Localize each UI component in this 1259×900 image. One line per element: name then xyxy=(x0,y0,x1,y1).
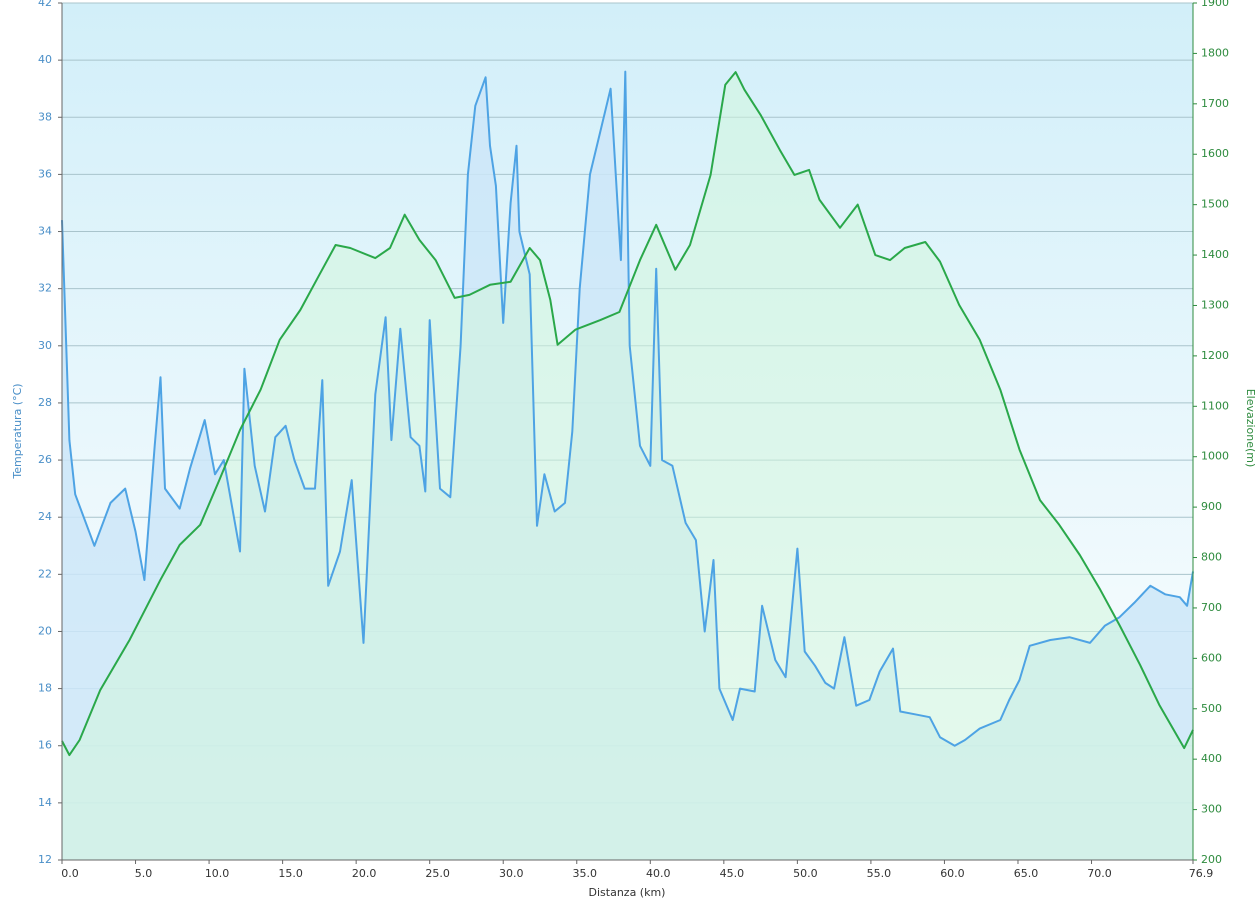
y2-tick-label: 200 xyxy=(1201,853,1222,866)
y-tick-label: 30 xyxy=(38,339,52,352)
y2-tick-label: 700 xyxy=(1201,601,1222,614)
y-tick-label: 14 xyxy=(38,796,52,809)
y2-tick-label: 1300 xyxy=(1201,298,1229,311)
y-tick-label: 36 xyxy=(38,167,52,180)
x-tick-label: 60.0 xyxy=(940,867,965,880)
y-tick-label: 40 xyxy=(38,53,52,66)
line xyxy=(61,71,1194,757)
y2-tick-label: 300 xyxy=(1201,803,1222,816)
y-tick-label: 16 xyxy=(38,739,52,752)
x-tick-label: 10.0 xyxy=(205,867,230,880)
x-tick-label: 76.9 xyxy=(1189,867,1214,880)
y-tick-label: 32 xyxy=(38,282,52,295)
y2-tick-label: 1500 xyxy=(1201,198,1229,211)
y-tick-label: 28 xyxy=(38,396,52,409)
line xyxy=(61,70,1194,747)
y2-tick-label: 1400 xyxy=(1201,248,1229,261)
x-tick-label: 30.0 xyxy=(499,867,524,880)
y-tick-label: 22 xyxy=(38,567,52,580)
x-tick-label: 40.0 xyxy=(646,867,671,880)
x-axis-title: Distanza (km) xyxy=(589,886,666,899)
y2-tick-label: 500 xyxy=(1201,702,1222,715)
x-tick-label: 5.0 xyxy=(135,867,153,880)
y-tick-label: 18 xyxy=(38,682,52,695)
y2-tick-label: 900 xyxy=(1201,500,1222,513)
x-tick-label: 70.0 xyxy=(1087,867,1112,880)
y2-axis-title: Elevazione(m) xyxy=(1244,389,1257,468)
x-tick-label: 45.0 xyxy=(720,867,745,880)
y2-tick-label: 1200 xyxy=(1201,349,1229,362)
y2-tick-label: 1600 xyxy=(1201,147,1229,160)
y2-tick-label: 600 xyxy=(1201,651,1222,664)
y2-tick-label: 1100 xyxy=(1201,399,1229,412)
y-tick-label: 24 xyxy=(38,510,52,523)
y-axis-title: Temperatura (°C) xyxy=(11,383,24,479)
y-tick-label: 20 xyxy=(38,624,52,637)
x-tick-label: 20.0 xyxy=(352,867,377,880)
x-tick-label: 25.0 xyxy=(425,867,450,880)
x-tick-label: 0.0 xyxy=(61,867,79,880)
y2-tick-label: 1900 xyxy=(1201,0,1229,9)
x-tick-label: 50.0 xyxy=(793,867,818,880)
y-tick-label: 42 xyxy=(38,0,52,9)
y2-tick-label: 800 xyxy=(1201,551,1222,564)
y-tick-label: 12 xyxy=(38,853,52,866)
y2-tick-label: 1000 xyxy=(1201,450,1229,463)
y-tick-label: 26 xyxy=(38,453,52,466)
y-tick-label: 38 xyxy=(38,110,52,123)
y2-tick-label: 1800 xyxy=(1201,46,1229,59)
x-tick-label: 65.0 xyxy=(1014,867,1039,880)
area xyxy=(62,72,1193,861)
x-tick-label: 35.0 xyxy=(573,867,598,880)
x-tick-label: 15.0 xyxy=(278,867,303,880)
y-tick-label: 34 xyxy=(38,225,52,238)
y2-tick-label: 400 xyxy=(1201,752,1222,765)
y2-tick-label: 1700 xyxy=(1201,97,1229,110)
x-tick-label: 55.0 xyxy=(867,867,892,880)
